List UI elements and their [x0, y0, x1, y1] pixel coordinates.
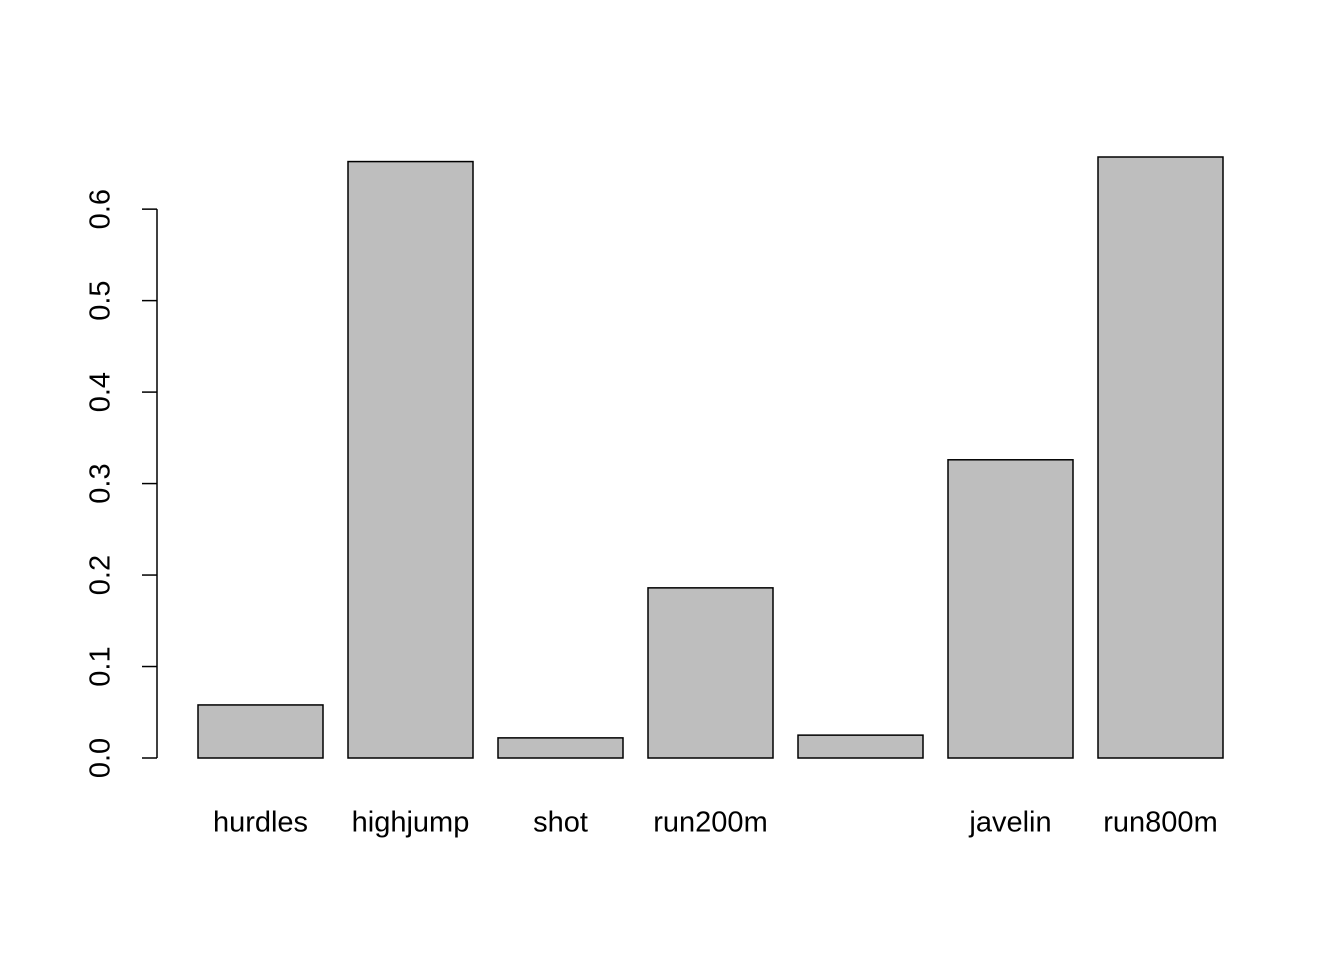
y-tick-label: 0.4	[85, 372, 117, 412]
y-tick-label: 0.0	[85, 738, 117, 778]
bar	[947, 459, 1074, 759]
x-tick-label: hurdles	[213, 807, 308, 839]
y-tick-label: 0.1	[85, 646, 117, 686]
bar	[647, 587, 774, 759]
x-tick-label: shot	[533, 807, 588, 839]
y-tick-label: 0.6	[85, 189, 117, 229]
bar	[497, 737, 624, 759]
y-tick-label: 0.5	[85, 280, 117, 320]
bar	[197, 704, 324, 759]
x-tick-label: javelin	[968, 807, 1051, 839]
bar	[1097, 156, 1224, 759]
bar	[797, 734, 924, 759]
x-tick-label: run200m	[653, 807, 767, 839]
bar	[347, 160, 474, 759]
y-tick-label: 0.2	[85, 555, 117, 595]
y-tick-label: 0.3	[85, 463, 117, 503]
x-tick-label: highjump	[352, 807, 470, 839]
x-tick-label: run800m	[1103, 807, 1217, 839]
